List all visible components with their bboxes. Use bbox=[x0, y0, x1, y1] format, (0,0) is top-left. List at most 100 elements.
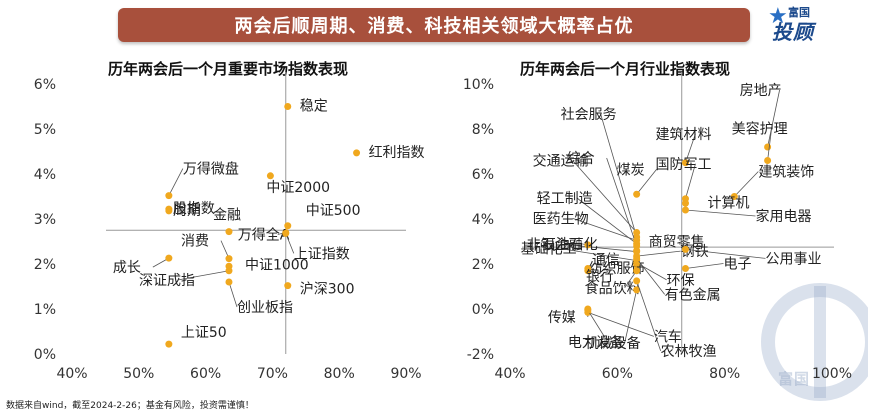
y-tick-label: 1% bbox=[34, 302, 56, 318]
y-tick-label: 3% bbox=[34, 212, 56, 228]
y-tick-label: 2% bbox=[34, 257, 56, 273]
data-label: 创业板指 bbox=[237, 300, 293, 316]
label-leader-line bbox=[566, 244, 637, 253]
label-leader-line bbox=[606, 157, 638, 247]
page-title-banner: 两会后顺周期、消费、科技相关领域大概率占优 bbox=[118, 8, 750, 42]
data-label: 美容护理 bbox=[732, 121, 788, 138]
data-label: 周期 bbox=[173, 203, 201, 219]
logo-top-text: 富国 bbox=[788, 6, 810, 19]
data-label: 上证50 bbox=[181, 325, 227, 341]
data-label: 有色金属 bbox=[665, 286, 721, 303]
data-label: 消费 bbox=[181, 234, 209, 250]
page-title: 两会后顺周期、消费、科技相关领域大概率占优 bbox=[234, 16, 634, 37]
data-point bbox=[730, 193, 738, 200]
label-leader-line bbox=[767, 89, 780, 148]
data-label: 股指数 bbox=[173, 201, 215, 217]
y-tick-label: -2% bbox=[467, 347, 494, 363]
source-footnote: 数据来自wind，截至2024-2-26；基金有风险，投资需谨慎！ bbox=[6, 401, 254, 411]
data-point bbox=[633, 229, 641, 236]
label-leader-line bbox=[685, 163, 696, 199]
data-point bbox=[681, 245, 689, 253]
data-label: 万得全A bbox=[238, 227, 290, 244]
x-tick-label: 80% bbox=[324, 366, 355, 382]
watermark-text: 富国 bbox=[778, 370, 811, 388]
data-point bbox=[584, 267, 592, 275]
data-label: 电力设备 bbox=[568, 334, 624, 351]
data-point bbox=[225, 228, 233, 236]
data-label: 家用电器 bbox=[755, 208, 811, 225]
x-tick-label: 70% bbox=[257, 366, 288, 382]
y-tick-label: 4% bbox=[34, 167, 56, 183]
y-tick-label: 0% bbox=[472, 302, 494, 318]
label-leader-line bbox=[624, 289, 638, 343]
data-label: 农林牧渔 bbox=[661, 344, 717, 360]
data-label: 计算机 bbox=[707, 195, 749, 211]
data-point bbox=[633, 267, 641, 275]
x-tick-label: 100% bbox=[812, 366, 852, 382]
data-label: 国防军工 bbox=[655, 157, 711, 173]
star-icon: ★ bbox=[768, 4, 788, 29]
data-point bbox=[681, 206, 689, 214]
data-label: 上证指数 bbox=[294, 246, 350, 262]
y-tick-label: 2% bbox=[472, 257, 494, 273]
data-label: 建筑装饰 bbox=[758, 165, 814, 181]
data-label: 金融 bbox=[213, 208, 241, 224]
x-tick-label: 80% bbox=[709, 366, 740, 382]
data-label: 社会服务 bbox=[561, 107, 617, 123]
label-leader-line bbox=[636, 250, 681, 257]
data-point bbox=[633, 254, 641, 262]
y-tick-label: 4% bbox=[472, 212, 494, 228]
brand-logo: ★ 富国 投顾 bbox=[768, 2, 868, 46]
data-point bbox=[165, 340, 173, 348]
data-point bbox=[284, 282, 292, 290]
data-point bbox=[584, 306, 592, 314]
data-label: 纺织服饰 bbox=[589, 261, 645, 277]
label-leader-line bbox=[734, 171, 759, 197]
data-label: 银行 bbox=[586, 269, 614, 285]
label-leader-line bbox=[685, 248, 766, 259]
data-label: 综合 bbox=[567, 151, 595, 167]
data-label: 食品饮料 bbox=[585, 280, 641, 297]
data-point bbox=[225, 255, 233, 263]
label-leader-line bbox=[587, 309, 609, 343]
data-point bbox=[633, 247, 641, 254]
data-label: 建筑材料 bbox=[655, 127, 711, 143]
label-leader-line bbox=[685, 263, 724, 269]
data-label: 交通运输 bbox=[533, 153, 589, 170]
x-tick-label: 60% bbox=[190, 366, 221, 382]
right-chart-title: 历年两会后一个月行业指数表现 bbox=[520, 60, 731, 78]
data-label: 沪深300 bbox=[300, 282, 355, 298]
data-label: 中证2000 bbox=[266, 180, 330, 196]
label-leader-line bbox=[685, 209, 756, 217]
x-tick-label: 40% bbox=[56, 366, 87, 382]
data-point bbox=[225, 267, 233, 275]
data-label: 红利指数 bbox=[369, 145, 425, 161]
data-point bbox=[633, 236, 641, 244]
label-leader-line bbox=[600, 113, 638, 238]
data-point bbox=[165, 192, 173, 200]
y-tick-label: 5% bbox=[34, 122, 56, 138]
label-leader-line bbox=[285, 233, 295, 254]
data-point bbox=[681, 159, 689, 167]
x-tick-label: 60% bbox=[602, 366, 633, 382]
label-leader-line bbox=[636, 169, 657, 195]
data-point bbox=[764, 143, 772, 151]
data-label: 中证500 bbox=[306, 203, 361, 219]
data-label: 深证成指 bbox=[139, 273, 195, 289]
data-label: 基础化工 bbox=[521, 241, 577, 258]
data-point bbox=[266, 172, 274, 180]
label-leader-line bbox=[572, 160, 637, 233]
y-tick-label: 6% bbox=[472, 167, 494, 183]
data-label: 电子 bbox=[723, 257, 751, 273]
x-tick-label: 50% bbox=[123, 366, 154, 382]
x-tick-label: 40% bbox=[494, 366, 525, 382]
data-point bbox=[764, 157, 772, 164]
data-label: 传媒 bbox=[548, 310, 576, 326]
data-point bbox=[584, 241, 592, 249]
data-label: 房地产 bbox=[740, 83, 782, 99]
data-point bbox=[284, 222, 292, 230]
left-scatter-chart: 0% 1% 2% 3% 4% 5% 6% 40% 50% 60% 70% 80% 90% 稳定红利指数万得… bbox=[34, 72, 425, 382]
label-leader-line bbox=[178, 270, 230, 281]
data-label: 石油石化 bbox=[542, 237, 598, 253]
